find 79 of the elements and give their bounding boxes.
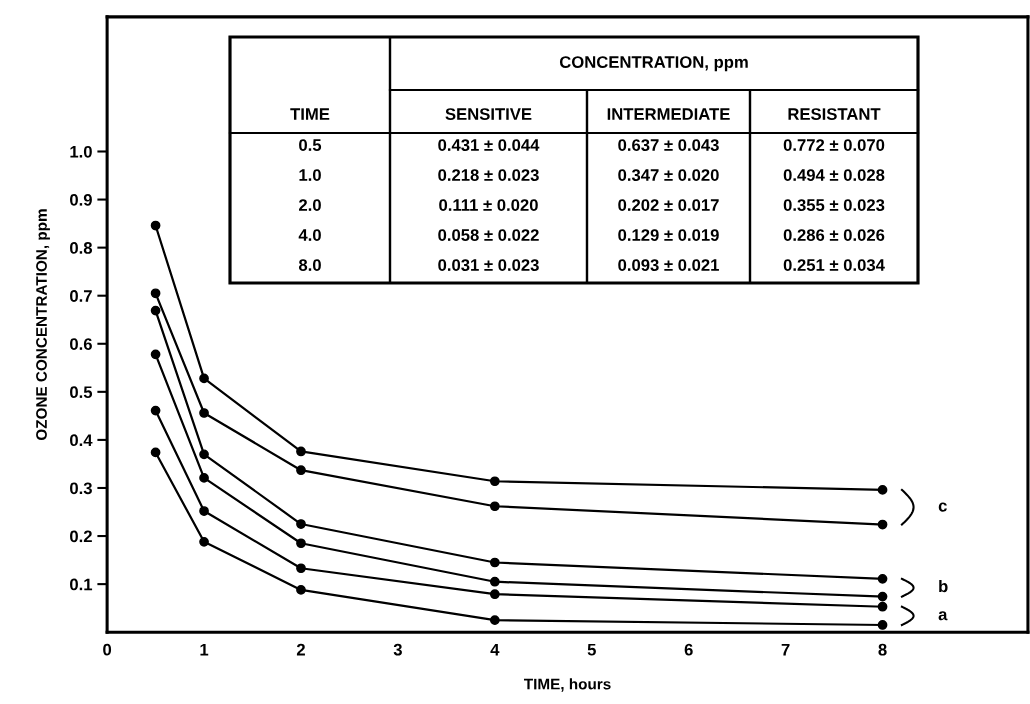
point: [296, 519, 306, 529]
point: [877, 601, 888, 612]
point: [150, 220, 161, 231]
point: [489, 589, 500, 600]
x-axis-title: TIME, hours: [523, 678, 611, 692]
point: [877, 485, 888, 495]
annotation: 0.347 ± 0.020: [618, 169, 719, 181]
point: [489, 557, 500, 568]
point: [199, 506, 209, 516]
y-tick-label: 0.9: [70, 193, 92, 206]
annotation: 0.129 ± 0.019: [618, 229, 719, 241]
annotation: 0.093 ± 0.021: [618, 259, 719, 271]
annotation: 0.111 ± 0.020: [439, 199, 538, 211]
point: [296, 465, 306, 476]
point: [199, 536, 209, 547]
point: [489, 501, 500, 512]
annotation: 8.0: [298, 259, 321, 271]
point: [877, 620, 888, 630]
y-tick-label: 0.4: [70, 434, 93, 447]
point: [489, 615, 500, 626]
y-tick-label: 0.1: [70, 578, 93, 591]
point: [199, 373, 209, 384]
x-tick-label: 7: [781, 643, 790, 656]
y-axis-title: OZONE CONCENTRATION, ppm: [36, 209, 50, 441]
point: [150, 288, 161, 299]
point: [296, 585, 306, 595]
annotation: 0.772 ± 0.070: [783, 139, 885, 151]
annotation: c: [938, 502, 947, 512]
x-tick-label: 6: [684, 643, 693, 656]
y-tick-label: 0.2: [70, 530, 92, 543]
annotation: 0.058 ± 0.022: [438, 229, 539, 241]
annotation: a: [938, 611, 948, 621]
x-tick-label: 4: [490, 643, 500, 656]
point: [877, 591, 888, 602]
y-tick-label: 0.8: [70, 242, 93, 254]
point: [296, 446, 306, 457]
point: [199, 449, 209, 460]
annotation: TIME: [290, 108, 330, 120]
point: [150, 405, 161, 416]
annotation: 0.637 ± 0.043: [618, 139, 719, 151]
annotation: 0.202 ± 0.017: [618, 199, 719, 211]
point: [150, 349, 161, 360]
point: [877, 519, 888, 530]
x-tick-label: 5: [587, 643, 596, 656]
point: [199, 408, 209, 418]
annotation: 0.355 ± 0.023: [783, 199, 885, 211]
point: [296, 563, 306, 574]
x-tick-label: 2: [296, 643, 305, 656]
y-tick-label: 0.6: [70, 338, 92, 350]
x-tick-label: 0: [103, 643, 112, 656]
annotation: SENSITIVE: [445, 108, 532, 120]
annotation: RESISTANT: [788, 108, 881, 120]
annotation: 4.0: [298, 229, 321, 241]
x-tick-label: 3: [393, 643, 402, 656]
annotation: 0.218 ± 0.023: [438, 169, 539, 181]
annotation: 2.0: [298, 199, 321, 211]
annotation: 0.5: [299, 139, 322, 151]
annotation: 0.431 ± 0.044: [438, 139, 540, 151]
y-tick-label: 1.0: [70, 145, 92, 158]
annotation: 0.031 ± 0.023: [438, 259, 539, 271]
point: [150, 305, 161, 316]
point: [150, 447, 161, 458]
annotation: 1.0: [299, 169, 321, 181]
annotation: 0.251 ± 0.034: [783, 259, 885, 271]
point: [489, 476, 500, 487]
annotation: b: [939, 579, 948, 593]
annotation: INTERMEDIATE: [607, 108, 730, 120]
x-tick-label: 1: [200, 643, 209, 656]
point: [877, 573, 888, 584]
point: [296, 538, 306, 549]
point: [489, 576, 500, 587]
annotation: CONCENTRATION, ppm: [559, 56, 748, 72]
point: [199, 473, 209, 483]
y-tick-label: 0.3: [70, 482, 92, 495]
annotation: 0.286 ± 0.026: [783, 229, 885, 241]
annotation: 0.494 ± 0.028: [783, 169, 885, 181]
x-tick-label: 8: [878, 643, 887, 656]
y-tick-label: 0.5: [70, 386, 93, 399]
y-tick-label: 0.7: [70, 290, 92, 302]
